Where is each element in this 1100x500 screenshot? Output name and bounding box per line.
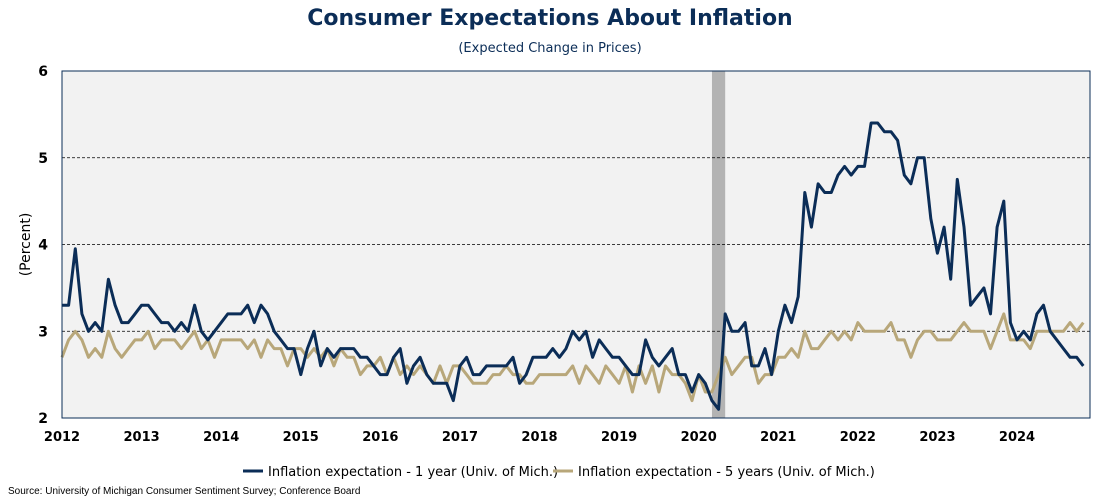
plot-border — [61, 70, 1091, 419]
source-note: Source: University of Michigan Consumer … — [8, 486, 361, 497]
legend-label-2: Inflation expectation - 5 years (Univ. o… — [578, 465, 875, 480]
x-tick-2021: 2021 — [760, 430, 796, 445]
y-axis-label: (Percent) — [18, 213, 34, 277]
x-tick-2017: 2017 — [442, 430, 478, 445]
x-tick-2012: 2012 — [44, 430, 80, 445]
y-tick-5: 5 — [38, 151, 48, 167]
x-tick-2016: 2016 — [362, 430, 398, 445]
y-axis-ticks: 2 3 4 5 6 — [38, 64, 48, 427]
legend-label-1: Inflation expectation - 1 year (Univ. of… — [268, 465, 558, 480]
x-tick-2014: 2014 — [203, 430, 239, 445]
x-axis-ticks: 2012 2013 2014 2015 2016 2017 2018 2019 2020 2021… — [44, 430, 1035, 445]
x-tick-2013: 2013 — [123, 430, 159, 445]
x-tick-2020: 2020 — [681, 430, 717, 445]
series-lines — [60, 121, 1085, 411]
x-tick-2024: 2024 — [999, 430, 1035, 445]
y-tick-2: 2 — [38, 411, 48, 427]
legend: Inflation expectation - 1 year (Univ. of… — [243, 465, 875, 480]
y-tick-3: 3 — [38, 324, 48, 340]
x-tick-2023: 2023 — [919, 430, 955, 445]
chart-title: Consumer Expectations About Inflation — [307, 6, 793, 31]
y-tick-4: 4 — [38, 238, 48, 254]
series-5-year-line — [60, 312, 1085, 403]
x-tick-2015: 2015 — [283, 430, 319, 445]
x-tick-2018: 2018 — [521, 430, 557, 445]
y-tick-6: 6 — [38, 64, 48, 80]
chart-subtitle: (Expected Change in Prices) — [458, 41, 642, 56]
x-tick-2019: 2019 — [601, 430, 637, 445]
x-tick-2022: 2022 — [840, 430, 876, 445]
series-1-year-line — [62, 121, 1085, 411]
